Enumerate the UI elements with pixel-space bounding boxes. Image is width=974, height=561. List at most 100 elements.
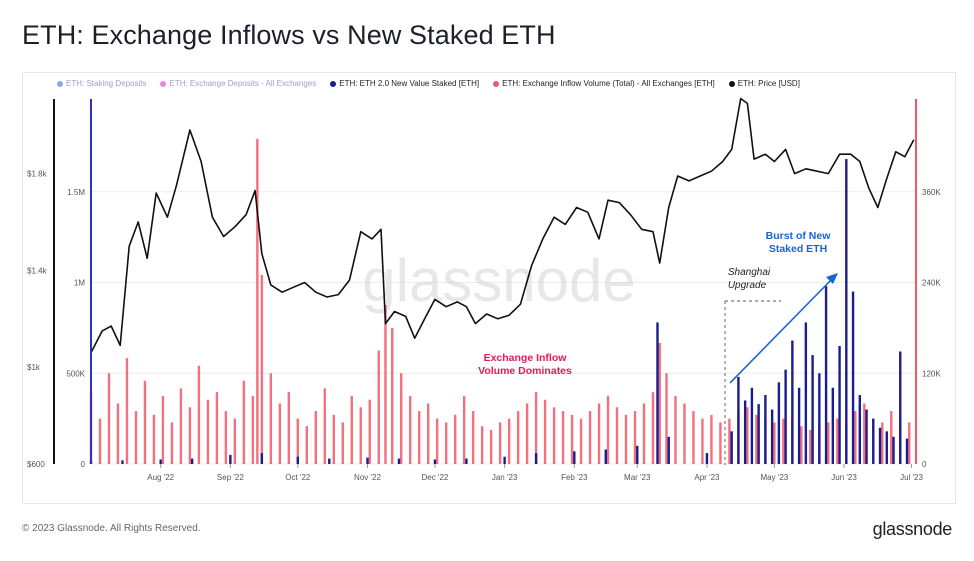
staked-bar bbox=[229, 454, 232, 464]
legend-item-exchange-inflow[interactable]: ETH: Exchange Inflow Volume (Total) - Al… bbox=[493, 79, 715, 88]
inflow-bar bbox=[462, 395, 466, 464]
inflow-bar bbox=[890, 411, 893, 464]
inflow-bar bbox=[642, 403, 646, 464]
inflow-bar bbox=[651, 392, 655, 464]
x-tick-label: Jun '23 bbox=[831, 473, 857, 482]
axes: $600 $1k $1.4k $1.8k 0 500K 1M 1.5M 0 120K 240K 360… bbox=[27, 99, 941, 482]
legend-item-new-value-staked[interactable]: ETH: ETH 2.0 New Value Staked [ETH] bbox=[330, 79, 479, 88]
inflow-bar bbox=[525, 403, 529, 464]
staked-bar bbox=[743, 400, 747, 464]
page-title: ETH: Exchange Inflows vs New Staked ETH bbox=[22, 20, 556, 50]
staked-bar bbox=[851, 291, 855, 464]
inflow-bar bbox=[800, 426, 803, 464]
chart-svg[interactable]: glassnode $600 $1k $1.4k $1.8k 0 500K 1M 1.5M 0 1… bbox=[23, 73, 955, 503]
trend-arrow-line bbox=[729, 277, 834, 384]
inflow-bar bbox=[719, 422, 722, 464]
inflow-tick-label: 120K bbox=[922, 369, 941, 378]
staked-bar bbox=[397, 458, 401, 464]
legend-label: ETH: Exchange Inflow Volume (Total) - Al… bbox=[502, 79, 715, 88]
staked-tick-label: 0 bbox=[81, 460, 86, 469]
inflow-bar bbox=[854, 411, 857, 464]
legend-label: ETH: Price [USD] bbox=[737, 79, 800, 88]
inflow-bar bbox=[426, 403, 430, 464]
inflow-label-line2: Volume Dominates bbox=[478, 365, 572, 377]
inflow-bar bbox=[746, 407, 749, 464]
inflow-bar bbox=[471, 411, 475, 464]
staked-bar bbox=[190, 458, 194, 464]
staked-bar bbox=[737, 376, 740, 464]
inflow-bar bbox=[305, 426, 309, 464]
price-tick-label: $1.4k bbox=[27, 266, 48, 275]
staked-bar bbox=[433, 459, 437, 464]
staked-bar bbox=[296, 456, 300, 464]
inflow-bar bbox=[314, 411, 317, 464]
legend-item-price[interactable]: ETH: Price [USD] bbox=[728, 79, 800, 88]
inflow-bar bbox=[188, 407, 192, 464]
staked-bar bbox=[885, 431, 888, 464]
staked-bars bbox=[89, 159, 909, 464]
inflow-bar bbox=[534, 392, 538, 464]
annotations: Shanghai Upgrade Burst of New Staked ETH… bbox=[478, 230, 838, 465]
x-tick-label: Jan '23 bbox=[492, 473, 518, 482]
staked-bar bbox=[366, 457, 369, 464]
staked-bar bbox=[573, 451, 576, 464]
shanghai-label-line2: Upgrade bbox=[728, 280, 767, 291]
staked-bar bbox=[838, 346, 841, 464]
legend-dot bbox=[160, 80, 167, 87]
inflow-bar bbox=[606, 395, 610, 464]
inflow-bar bbox=[755, 414, 758, 464]
legend-dot bbox=[330, 80, 337, 87]
staked-bar bbox=[872, 418, 875, 464]
inflow-bar bbox=[710, 414, 713, 464]
legend-item-exchange-deposits[interactable]: ETH: Exchange Deposits - All Exchanges bbox=[160, 79, 316, 88]
price-line bbox=[90, 97, 915, 354]
staked-bar bbox=[667, 436, 670, 464]
staked-bar bbox=[503, 456, 506, 464]
inflow-bar bbox=[597, 403, 601, 464]
legend-item-staking-deposits[interactable]: ETH: Staking Deposits bbox=[57, 79, 146, 88]
inflow-bar bbox=[296, 418, 300, 464]
staked-bar bbox=[905, 438, 909, 464]
inflow-bar bbox=[206, 399, 210, 464]
staked-bar bbox=[121, 460, 124, 464]
staked-bar bbox=[705, 453, 709, 464]
x-tick-label: Mar '23 bbox=[624, 473, 651, 482]
staked-bar bbox=[784, 369, 787, 464]
inflow-bar bbox=[197, 365, 201, 464]
staked-bar bbox=[770, 409, 774, 464]
inflow-bars bbox=[89, 138, 911, 464]
inflow-bar bbox=[107, 373, 111, 464]
inflow-bar bbox=[809, 429, 812, 464]
staked-bar bbox=[757, 404, 760, 464]
footer-brand-logo[interactable]: glassnode bbox=[872, 519, 953, 539]
staked-bar bbox=[797, 387, 801, 464]
staked-bar bbox=[845, 159, 848, 464]
inflow-bar bbox=[224, 411, 228, 464]
staked-bar bbox=[858, 395, 862, 464]
x-tick-label: Oct '22 bbox=[285, 473, 311, 482]
staked-bar bbox=[328, 458, 331, 464]
inflow-bar bbox=[125, 358, 129, 464]
inflow-bar bbox=[507, 418, 511, 464]
inflow-bar bbox=[624, 414, 628, 464]
inflow-bar bbox=[418, 411, 421, 464]
legend-label: ETH: Exchange Deposits - All Exchanges bbox=[169, 79, 317, 88]
legend-label: ETH: ETH 2.0 New Value Staked [ETH] bbox=[339, 79, 480, 88]
inflow-bar bbox=[863, 403, 866, 464]
inflow-bar bbox=[615, 407, 619, 464]
inflow-bar bbox=[152, 414, 156, 464]
inflow-bar bbox=[543, 399, 547, 464]
staked-bar bbox=[730, 431, 733, 464]
staked-bar bbox=[824, 286, 828, 464]
inflow-bar bbox=[658, 343, 661, 464]
price-tick-label: $1k bbox=[27, 363, 41, 372]
footer-copyright: © 2023 Glassnode. All Rights Reserved. bbox=[22, 523, 201, 534]
inflow-bar bbox=[269, 373, 273, 464]
staked-bar bbox=[764, 395, 767, 464]
inflow-bar bbox=[908, 422, 911, 464]
staked-bar bbox=[750, 387, 754, 464]
inflow-bar bbox=[489, 429, 493, 464]
staked-bar bbox=[892, 436, 895, 464]
inflow-bar bbox=[332, 414, 335, 464]
inflow-bar bbox=[400, 373, 403, 464]
